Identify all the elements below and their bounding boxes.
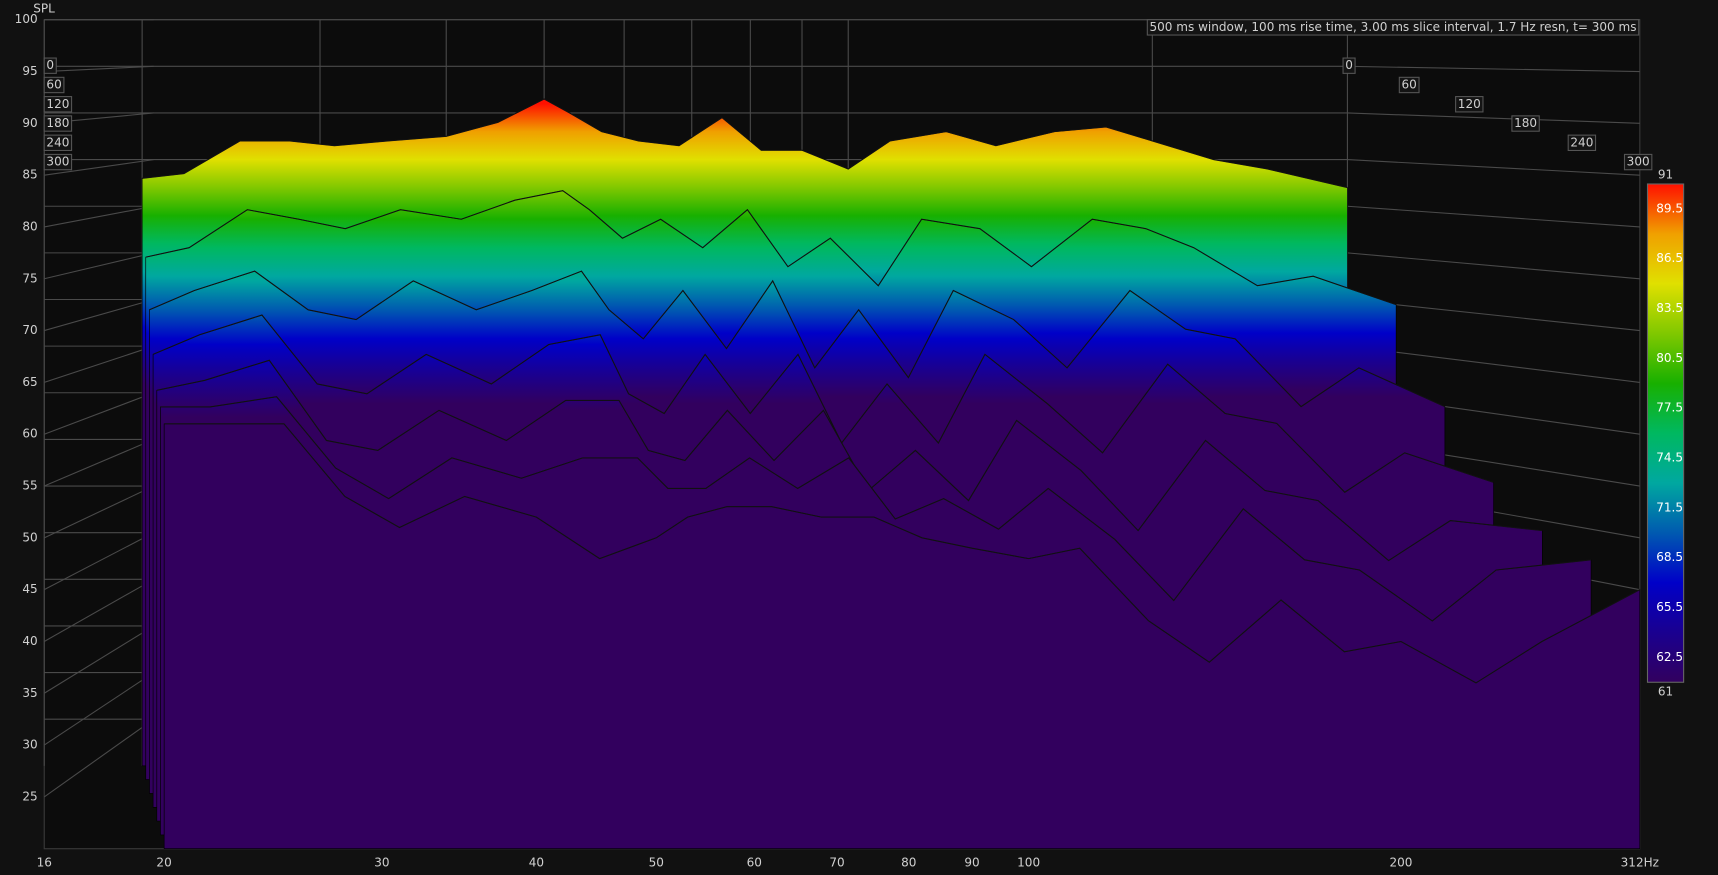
colorbar-tick-label: 89.5 [1656,201,1683,215]
x-tick-label: 40 [529,855,544,869]
y-tick-label: 90 [22,116,37,130]
z-tick-label: 180 [46,116,69,130]
x-tick-label: 90 [964,855,979,869]
y-tick-label: 50 [22,530,37,544]
grid-line [44,252,154,280]
z-tick-label: 120 [1458,97,1481,111]
grid-line [43,672,155,746]
x-tick-label: 60 [747,855,762,869]
x-tick-label: 20 [156,855,171,869]
grid-line [1347,205,1640,228]
y-tick-label: 60 [22,427,37,441]
y-tick-label: 85 [22,168,37,182]
colorbar-tick-label: 65.5 [1656,600,1683,614]
z-tick-label-box [43,96,73,113]
grid-line [44,298,154,332]
y-tick-label: 25 [22,789,37,803]
grid-line [44,205,154,228]
slice-line [160,396,1592,622]
y-axis-label: SPL [33,1,55,15]
z-tick-label: 60 [1402,77,1417,91]
colorbar-min-label: 61 [1658,685,1673,699]
y-tick-label: 45 [22,582,37,596]
z-tick-label: 0 [1345,58,1353,72]
y-tick-label: 70 [22,323,37,337]
x-tick-label: 16 [37,855,52,869]
colorbar-tick-label: 86.5 [1656,251,1683,265]
slice-line [142,98,1348,189]
z-tick-label: 0 [46,58,54,72]
colorbar-tick-label: 77.5 [1656,401,1683,415]
z-tick-label-box [1623,153,1653,171]
info-text: 500 ms window, 100 ms rise time, 3.00 ms… [1150,20,1637,34]
z-tick-label-box [43,134,73,152]
z-tick-label: 240 [1570,135,1593,149]
slice-line [145,190,1397,306]
y-tick-label: 40 [22,634,37,648]
colorbar-tick-label: 83.5 [1656,301,1683,315]
slice-line [149,270,1446,408]
z-tick-label: 180 [1514,116,1537,130]
grid-line [43,578,155,642]
x-tick-label: 50 [649,855,664,869]
y-tick-label: 80 [22,219,37,233]
z-tick-label: 240 [46,135,69,149]
z-tick-label-box [43,153,73,171]
slice-line [164,423,1641,684]
y-tick-label: 30 [22,738,37,752]
colorbar-tick-label: 80.5 [1656,351,1683,365]
grid-line [43,532,154,591]
info-text-box [1146,19,1640,36]
grid-line [44,345,154,383]
grid-line [44,65,154,73]
grid-line [44,159,154,176]
z-tick-label-box [1398,76,1420,94]
slice-line [152,314,1494,493]
x-tick-label: 80 [901,855,916,869]
x-tick-label: 70 [829,855,844,869]
z-tick-label-box [43,115,73,132]
grid-line [43,625,155,694]
colorbar-tick-label: 62.5 [1656,650,1683,664]
grid-line [1347,65,1640,73]
z-tick-label-box [1511,115,1540,132]
x-tick-label: 200 [1389,855,1412,869]
grid-line [1347,112,1640,124]
grid-line [44,438,154,487]
y-tick-label: 55 [22,479,37,493]
z-tick-label: 300 [46,155,69,169]
slice-line [156,359,1543,562]
grid-line [43,718,155,798]
y-tick-label: 75 [22,271,37,285]
colorbar-max-label: 91 [1658,168,1673,182]
y-tick-label: 65 [22,375,37,389]
grid-line [44,392,154,435]
z-tick-label: 60 [46,77,61,91]
z-tick-label-box [1342,57,1356,74]
colorbar-tick-label: 71.5 [1656,500,1683,514]
x-tick-label: 312Hz [1621,855,1659,869]
grid-line [43,485,154,539]
z-tick-label-box [1455,96,1484,113]
y-tick-label: 95 [22,64,37,78]
z-tick-label-box [43,57,57,74]
grid-line [1347,159,1640,176]
z-tick-label-box [43,76,65,94]
x-tick-label: 30 [374,855,389,869]
x-tick-label: 100 [1017,855,1040,869]
grid-line [1347,252,1640,280]
y-tick-label: 100 [15,12,38,26]
z-tick-label: 120 [46,97,69,111]
colorbar-tick-label: 74.5 [1656,451,1683,465]
z-tick-label-box [1567,134,1597,152]
y-tick-label: 35 [22,686,37,700]
colorbar-tick-label: 68.5 [1656,550,1683,564]
colorbar [1646,183,1685,683]
z-tick-label: 300 [1627,155,1650,169]
